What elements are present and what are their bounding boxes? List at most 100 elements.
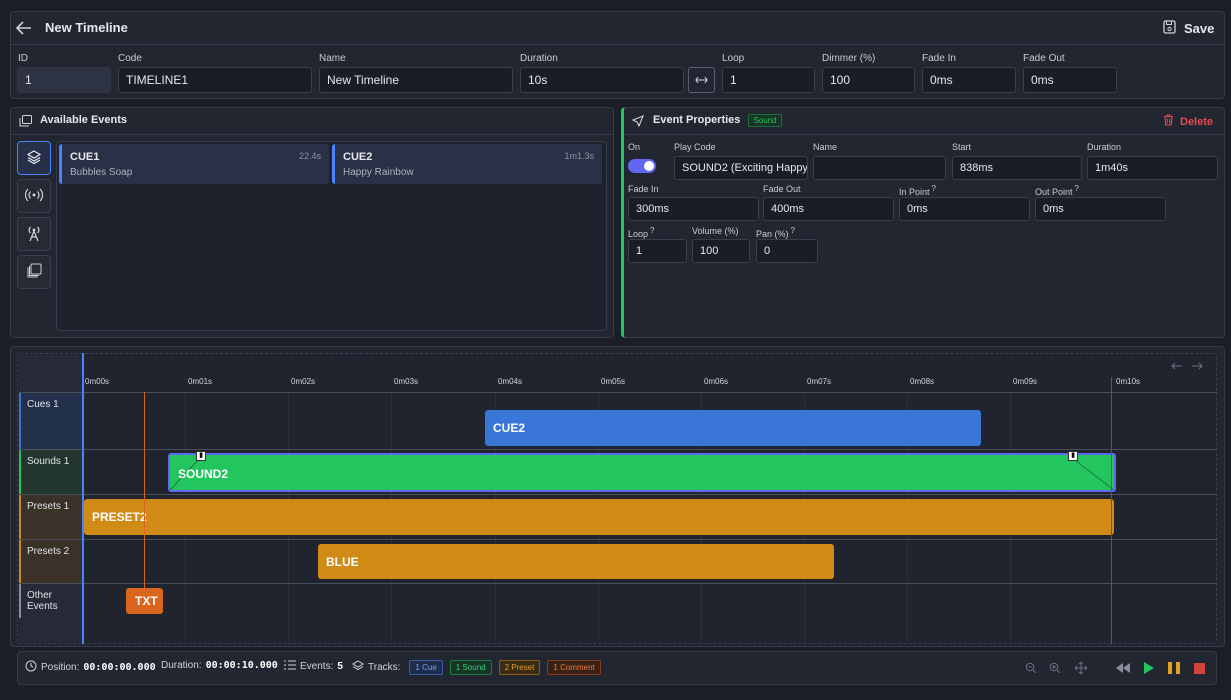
time-tick: 0m00s: [85, 377, 110, 386]
help-icon[interactable]: ?: [790, 226, 795, 235]
track-label-other: Other Events: [19, 584, 82, 618]
name-label: Name: [319, 53, 346, 64]
save-label: Save: [1184, 20, 1215, 36]
dimmer-field[interactable]: 100: [822, 67, 915, 93]
event-duration-field[interactable]: 1m40s: [1087, 156, 1218, 180]
duration-swap-button[interactable]: [688, 67, 715, 93]
time-tick: 0m10s: [1116, 377, 1141, 386]
out-point-label-text: Out Point: [1035, 187, 1073, 197]
fade-in-field[interactable]: 0ms: [922, 67, 1016, 93]
event-loop-label-text: Loop: [628, 229, 649, 239]
tracks-readout: Tracks: 1 Cue 1 Sound 2 Preset 1 Comment: [352, 660, 601, 675]
out-point-label: Out Point?: [1035, 184, 1079, 197]
play-button[interactable]: [1140, 660, 1158, 676]
event-card-cue2[interactable]: CUE2 Happy Rainbow 1m1.3s: [332, 144, 602, 184]
delete-label: Delete: [1180, 115, 1214, 128]
play-code-select[interactable]: SOUND2 (Exciting Happy Up: [674, 156, 808, 180]
events-readout: Events: 5: [284, 660, 343, 673]
fit-icon[interactable]: [1074, 661, 1088, 675]
broadcast-icon: [24, 188, 44, 205]
track-label-presets-2: Presets 2: [19, 540, 82, 583]
time-tick: 0m05s: [601, 377, 626, 386]
arrow-right-icon[interactable]: [1190, 359, 1204, 373]
pan-field[interactable]: 0: [756, 239, 818, 263]
events-label: Events:: [300, 661, 334, 672]
delete-button[interactable]: Delete: [1163, 114, 1213, 129]
event-name-label: Name: [813, 142, 838, 152]
volume-label: Volume (%): [692, 226, 739, 236]
pause-button[interactable]: [1165, 660, 1183, 676]
start-field[interactable]: 838ms: [952, 156, 1082, 180]
end-marker: [1111, 377, 1112, 644]
help-icon[interactable]: ?: [931, 184, 936, 193]
event-fade-in-field[interactable]: 300ms: [628, 197, 759, 221]
track-label-presets-1: Presets 1: [19, 495, 82, 539]
on-toggle-knob: [644, 161, 654, 171]
pan-label-text: Pan (%): [756, 229, 789, 239]
track-divider: [19, 392, 1217, 393]
pan-label: Pan (%)?: [756, 226, 795, 239]
fade-out-handle[interactable]: ▮: [1068, 451, 1078, 461]
time-tick: 0m06s: [704, 377, 729, 386]
badge-sound: 1 Sound: [449, 660, 492, 675]
event-loop-field[interactable]: 1: [628, 239, 687, 263]
save-button[interactable]: Save: [1163, 18, 1214, 38]
position-label: Position:: [41, 662, 80, 673]
in-point-field[interactable]: 0ms: [899, 197, 1030, 221]
code-field[interactable]: TIMELINE1: [118, 67, 312, 93]
fade-out-field[interactable]: 0ms: [1023, 67, 1117, 93]
track-divider: [19, 539, 1217, 540]
help-icon[interactable]: ?: [650, 226, 655, 235]
name-field[interactable]: New Timeline: [319, 67, 513, 93]
clip-blue[interactable]: BLUE: [318, 544, 834, 579]
arrow-left-icon[interactable]: [1170, 359, 1184, 373]
in-point-label: In Point?: [899, 184, 936, 197]
list-icon: [284, 660, 296, 673]
time-tick: 0m09s: [1013, 377, 1038, 386]
time-tick: 0m08s: [910, 377, 935, 386]
clip-txt[interactable]: TXT: [126, 588, 163, 614]
duration-field[interactable]: 10s: [520, 67, 684, 93]
position-readout: Position: 00:00:00.000: [25, 660, 156, 675]
status-bar: [17, 651, 1217, 685]
event-properties-divider: [624, 134, 1224, 135]
swap-arrows-icon: [695, 73, 708, 87]
event-card-duration: 22.4s: [298, 151, 321, 161]
stop-button[interactable]: [1190, 660, 1208, 676]
rewind-button[interactable]: [1114, 660, 1132, 676]
events-value: 5: [337, 661, 343, 672]
collection-tab-button[interactable]: [17, 255, 51, 289]
playhead-trail: [144, 392, 145, 588]
on-toggle[interactable]: [628, 159, 656, 173]
event-fade-out-field[interactable]: 400ms: [763, 197, 894, 221]
duration-footer-value: 00:00:10.000: [205, 660, 278, 671]
broadcast-tab-button[interactable]: [17, 179, 51, 213]
antenna-tab-button[interactable]: [17, 217, 51, 251]
out-point-field[interactable]: 0ms: [1035, 197, 1166, 221]
layers-tab-button[interactable]: [17, 141, 51, 175]
clip-preset2[interactable]: PRESET2: [84, 499, 1114, 535]
event-card-cue1[interactable]: CUE1 Bubbles Soap 22.4s: [59, 144, 329, 184]
playhead[interactable]: [82, 353, 84, 644]
clip-sound2[interactable]: SOUND2 ▮ ▮: [168, 451, 1116, 492]
zoom-out-icon[interactable]: [1024, 661, 1038, 675]
available-events-title: Available Events: [40, 114, 128, 126]
help-icon[interactable]: ?: [1074, 184, 1079, 193]
loop-field[interactable]: 1: [722, 67, 815, 93]
fade-out-label: Fade Out: [1023, 53, 1065, 64]
trash-icon: [1163, 114, 1174, 129]
send-icon: [630, 113, 646, 129]
volume-field[interactable]: 100: [692, 239, 750, 263]
clock-icon: [25, 660, 37, 675]
badge-comment: 1 Comment: [547, 660, 601, 675]
clip-cue2[interactable]: CUE2: [485, 410, 981, 446]
back-arrow-icon[interactable]: [14, 18, 34, 38]
event-name-field[interactable]: [813, 156, 946, 180]
in-point-label-text: In Point: [899, 187, 930, 197]
event-properties-panel: [621, 107, 1225, 338]
fade-in-handle[interactable]: ▮: [196, 451, 206, 461]
zoom-in-icon[interactable]: [1048, 661, 1062, 675]
duration-footer-label: Duration:: [161, 660, 202, 671]
time-tick: 0m03s: [394, 377, 419, 386]
event-fade-out-label: Fade Out: [763, 184, 801, 194]
